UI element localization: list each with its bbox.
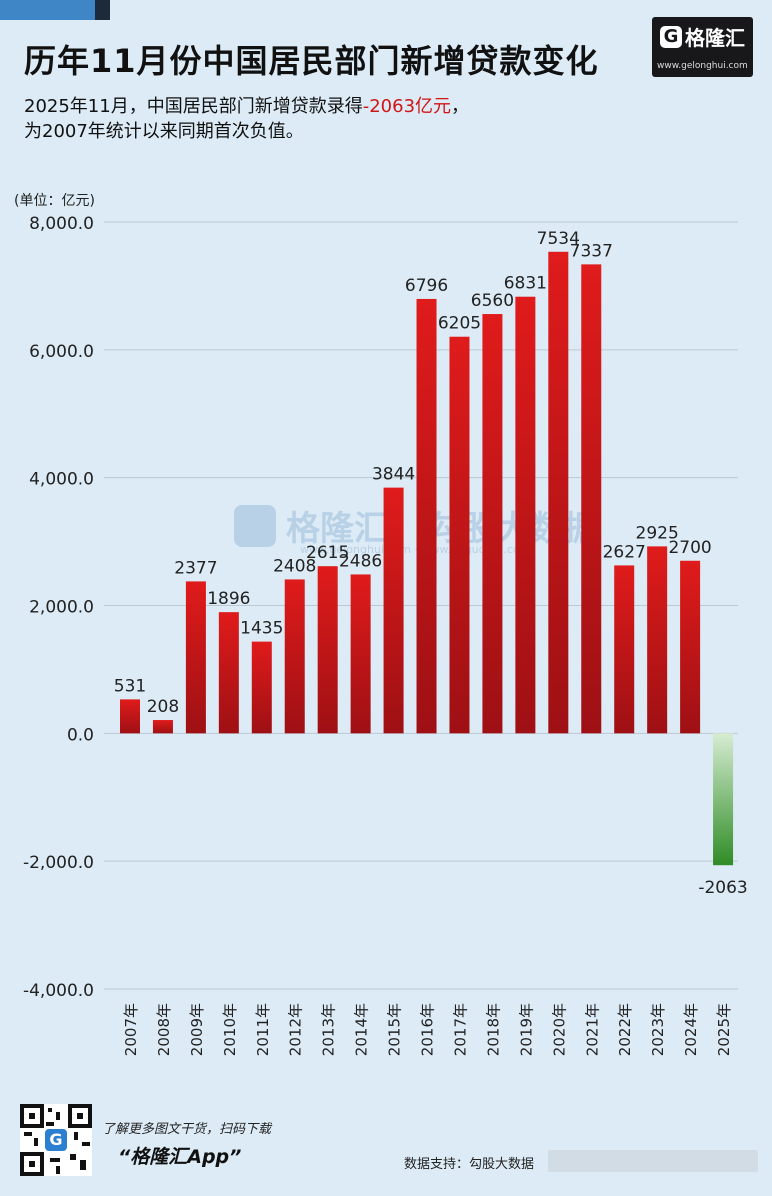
watermark: 格隆汇 勾股大数据 www.gelonghui.com · www.goguda… [234,505,598,556]
x-tick-label: 2008年 [155,1003,173,1056]
data-label: 2615 [306,543,349,563]
x-tick-label: 2024年 [682,1003,700,1056]
bar-chart: 格隆汇 勾股大数据 www.gelonghui.com · www.goguda… [23,214,748,1056]
bar-2025年 [713,733,734,866]
bar-2007年 [120,699,140,734]
data-label: 7337 [570,241,613,261]
y-tick-label: -2,000.0 [23,853,94,873]
data-label: 3844 [372,465,415,485]
data-label: 2408 [273,556,316,576]
x-tick-label: 2023年 [649,1003,667,1056]
subtitle-prefix: 2025年11月，中国居民部门新增贷款录得 [24,96,363,117]
logo-g-icon: G [660,26,682,48]
qr-code[interactable]: G [20,1104,92,1176]
data-label: 2700 [668,538,711,558]
x-tick-label: 2017年 [451,1003,469,1056]
y-tick-label: 8,000.0 [29,214,94,234]
watermark-url: www.gelonghui.com · www.gogudata.com [300,543,530,556]
bar-2017年 [449,336,470,734]
subtitle-line-2: 为2007年统计以来同期首次负值。 [24,121,304,142]
bar-2011年 [251,641,272,734]
x-tick-label: 2009年 [188,1003,206,1056]
x-tick-label: 2015年 [386,1003,404,1056]
footer-source-overlay [548,1150,758,1172]
footer-promo: 了解更多图文干货，扫码下载 [102,1122,272,1137]
subtitle-line-1: 2025年11月，中国居民部门新增贷款录得-2063亿元， [24,94,469,119]
bar-2019年 [515,296,536,734]
data-label: 531 [114,676,146,696]
y-tick-label: 6,000.0 [29,342,94,362]
bar-2013年 [317,566,338,734]
logo-url: www.gelonghui.com [657,61,748,71]
watermark-logo-icon [234,505,276,547]
qr-pattern-icon [20,1104,92,1176]
footer-source: 数据支持：勾股大数据 [404,1157,535,1172]
x-tick-label: 2025年 [715,1003,733,1056]
y-axis-unit-label: (单位：亿元) [14,193,95,209]
bar-2009年 [185,581,206,734]
data-label: -2063 [698,878,747,898]
x-tick-label: 2019年 [517,1003,535,1056]
subtitle-highlight-value: -2063亿元 [362,96,452,117]
bar-2008年 [152,720,173,734]
data-label: 2486 [339,551,382,571]
x-tick-label: 2021年 [583,1003,601,1056]
y-tick-label: 0.0 [67,725,94,745]
data-label: 2925 [636,523,679,543]
header-accent-bar [0,0,95,20]
y-tick-label: 2,000.0 [29,598,94,618]
x-tick-label: 2020年 [550,1003,568,1056]
data-label: 7534 [537,229,580,249]
chart-subtitle: 2025年11月，中国居民部门新增贷款录得-2063亿元， 为2007年统计以来… [24,94,469,144]
bar-2016年 [416,298,437,734]
data-label: 6831 [504,274,547,294]
x-tick-label: 2018年 [484,1003,502,1056]
x-tick-label: 2011年 [254,1003,272,1056]
bar-2021年 [581,264,602,734]
brand-logo: G 格隆汇 www.gelonghui.com [652,17,753,77]
data-label: 208 [147,697,179,717]
x-tick-label: 2007年 [122,1003,140,1056]
bar-2022年 [614,565,635,734]
x-tick-label: 2010年 [221,1003,239,1056]
watermark-brand: 格隆汇 [286,509,388,549]
x-tick-label: 2022年 [616,1003,634,1056]
x-tick-label: 2012年 [287,1003,305,1056]
data-label: 1435 [240,619,283,639]
x-tick-label: 2014年 [353,1003,371,1056]
data-label: 6560 [471,291,514,311]
bar-2014年 [350,574,371,734]
data-label: 2627 [603,542,646,562]
y-tick-label: 4,000.0 [29,470,94,490]
x-tick-label: 2013年 [320,1003,338,1056]
data-label: 6205 [438,314,481,334]
subtitle-suffix: ， [451,96,470,117]
y-tick-label: -4,000.0 [23,981,94,1001]
bar-2023年 [647,546,668,734]
data-label: 2377 [174,558,217,578]
bar-2024年 [680,560,701,734]
header-accent-bar-dark [95,0,110,20]
chart-title: 历年11月份中国居民部门新增贷款变化 [24,42,599,80]
data-label: 6796 [405,276,448,296]
bar-2010年 [218,612,239,734]
qr-logo-icon: G [45,1129,67,1151]
logo-name: 格隆汇 [685,26,745,50]
x-tick-label: 2016年 [419,1003,437,1056]
bar-2012年 [284,579,305,734]
bar-2018年 [482,314,503,734]
footer-app-name: “格隆汇App” [118,1146,242,1168]
data-label: 1896 [207,589,250,609]
bar-2015年 [383,487,404,734]
bar-2020年 [548,251,569,734]
